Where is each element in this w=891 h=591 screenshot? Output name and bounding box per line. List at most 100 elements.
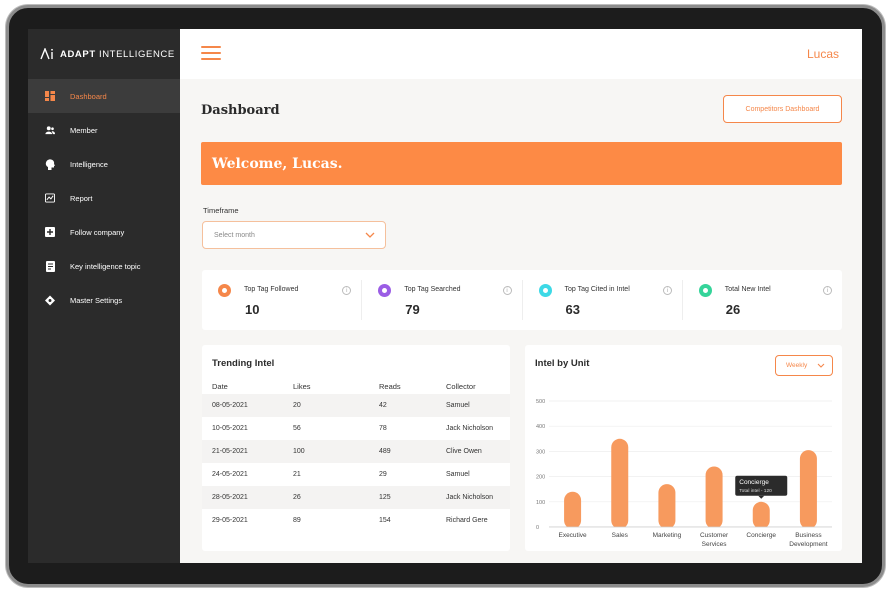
tooltip-pointer xyxy=(758,495,765,499)
x-tick-label: Concierge xyxy=(746,532,776,539)
welcome-banner: Welcome, Lucas. xyxy=(201,142,842,185)
cited-icon xyxy=(538,284,552,297)
cell-date: 29-05-2021 xyxy=(212,517,248,524)
search-icon xyxy=(378,284,392,297)
cell-collector: Richard Gere xyxy=(446,517,488,524)
app-screen: ADAPT INTELLIGENCE Dashboard Member Inte… xyxy=(28,29,862,563)
trending-title: Trending Intel xyxy=(212,358,275,369)
main-content: Dashboard Competitors Dashboard Welcome,… xyxy=(180,79,862,563)
table-row[interactable]: 24-05-2021 21 29 Samuel xyxy=(202,463,510,486)
timeframe-placeholder: Select month xyxy=(214,231,255,239)
cell-date: 28-05-2021 xyxy=(212,494,248,501)
welcome-text: Welcome, Lucas. xyxy=(212,155,343,172)
x-tick-label: Development xyxy=(789,541,827,548)
stats-card: Top Tag Followed 10 i Top Tag Searched 7… xyxy=(202,270,842,330)
x-tick-label: Sales xyxy=(612,532,629,539)
table-row[interactable]: 10-05-2021 56 78 Jack Nicholson xyxy=(202,417,510,440)
sidebar-item-label: Follow company xyxy=(70,227,125,237)
tag-followed-icon xyxy=(218,284,231,297)
table-row[interactable]: 28-05-2021 26 125 Jack Nicholson xyxy=(202,486,510,509)
sidebar-item-follow-company[interactable]: Follow company xyxy=(28,215,180,249)
period-value: Weekly xyxy=(786,362,808,369)
dashboard-icon xyxy=(45,91,55,101)
document-icon xyxy=(45,260,55,272)
sidebar-item-dashboard[interactable]: Dashboard xyxy=(28,79,180,113)
tooltip-title: Concierge xyxy=(739,479,769,486)
brand[interactable]: ADAPT INTELLIGENCE xyxy=(28,29,180,79)
timeframe-select[interactable]: Select month xyxy=(202,221,386,249)
tooltip-text: Total intel - 120 xyxy=(739,488,772,494)
cell-collector: Samuel xyxy=(446,471,470,478)
table-header: Date Likes Reads Collector xyxy=(202,379,510,394)
bar xyxy=(658,484,676,529)
cell-likes: 21 xyxy=(293,471,301,478)
page-title: Dashboard xyxy=(201,103,280,118)
cell-reads: 42 xyxy=(379,402,387,409)
intel-by-unit-card: Intel by Unit Weekly 0 100 200 300 400 500 Exe… xyxy=(525,345,842,551)
period-select[interactable]: Weekly xyxy=(775,355,833,376)
cell-likes: 20 xyxy=(293,402,301,409)
column-header[interactable]: Collector xyxy=(446,382,476,391)
menu-hamburger-icon[interactable] xyxy=(201,46,221,62)
x-tick-label: Customer xyxy=(700,532,729,539)
cell-reads: 489 xyxy=(379,448,391,455)
stat-total-new-intel: Total New Intel 26 i xyxy=(683,280,842,320)
y-tick-label: 300 xyxy=(536,449,545,455)
column-header[interactable]: Reads xyxy=(379,382,401,391)
sidebar-item-key-intelligence-topic[interactable]: Key intelligence topic xyxy=(28,249,180,283)
stat-label: Total New Intel xyxy=(724,286,771,293)
bar xyxy=(611,438,629,529)
x-tick-label: Marketing xyxy=(653,532,682,539)
stat-label: Top Tag Cited in Intel xyxy=(564,286,630,293)
user-name[interactable]: Lucas xyxy=(806,47,839,61)
table-row[interactable]: 21-05-2021 100 489 Clive Owen xyxy=(202,440,510,463)
chevron-down-icon xyxy=(365,232,375,238)
sidebar-item-master-settings[interactable]: Master Settings xyxy=(28,283,180,317)
y-tick-label: 400 xyxy=(536,424,545,430)
sidebar-item-label: Report xyxy=(70,193,93,203)
cell-date: 21-05-2021 xyxy=(212,448,248,455)
competitors-dashboard-button[interactable]: Competitors Dashboard xyxy=(723,95,842,123)
top-bar: Lucas xyxy=(180,29,862,79)
info-icon[interactable]: i xyxy=(662,286,672,295)
stat-top-tag-followed: Top Tag Followed 10 i xyxy=(202,280,363,320)
info-icon[interactable]: i xyxy=(342,286,352,295)
stat-value: 10 xyxy=(245,302,260,317)
y-tick-label: 200 xyxy=(536,475,545,481)
y-tick-label: 500 xyxy=(536,399,545,405)
brain-icon xyxy=(45,158,55,170)
table-row[interactable]: 08-05-2021 20 42 Samuel xyxy=(202,394,510,417)
sidebar-item-label: Key intelligence topic xyxy=(70,261,141,271)
bar xyxy=(705,466,723,529)
sidebar-item-report[interactable]: Report xyxy=(28,181,180,215)
cell-likes: 89 xyxy=(293,517,301,524)
cell-likes: 56 xyxy=(293,425,301,432)
sidebar-item-intelligence[interactable]: Intelligence xyxy=(28,147,180,181)
brand-logo-icon xyxy=(40,48,53,60)
trending-intel-card: Trending Intel Date Likes Reads Collecto… xyxy=(202,345,510,551)
sidebar-item-label: Master Settings xyxy=(70,295,123,305)
sidebar: ADAPT INTELLIGENCE Dashboard Member Inte… xyxy=(28,29,180,563)
members-icon xyxy=(45,125,55,135)
info-icon[interactable]: i xyxy=(823,286,832,295)
info-icon[interactable]: i xyxy=(502,286,512,295)
stat-label: Top Tag Followed xyxy=(244,286,299,293)
stat-top-tag-cited: Top Tag Cited in Intel 63 i xyxy=(523,280,683,320)
intel-by-unit-chart: 0 100 200 300 400 500 Executive Sales Marketing C… xyxy=(536,399,832,548)
column-header[interactable]: Date xyxy=(212,382,228,391)
table-row[interactable]: 29-05-2021 89 154 Richard Gere xyxy=(202,509,510,532)
sidebar-nav: Dashboard Member Intelligence Report xyxy=(28,79,180,317)
cell-collector: Clive Owen xyxy=(446,448,482,455)
cell-likes: 100 xyxy=(293,448,305,455)
cell-reads: 154 xyxy=(379,517,391,524)
column-header[interactable]: Likes xyxy=(293,382,311,391)
cell-collector: Jack Nicholson xyxy=(446,425,494,432)
chevron-down-icon xyxy=(817,363,825,368)
sidebar-item-label: Member xyxy=(70,125,98,135)
axis-mask xyxy=(549,527,832,529)
new-intel-icon xyxy=(698,284,712,297)
sidebar-item-member[interactable]: Member xyxy=(28,113,180,147)
cell-reads: 78 xyxy=(379,425,387,432)
settings-diamond-icon xyxy=(45,295,55,305)
y-tick-label: 100 xyxy=(536,500,545,506)
